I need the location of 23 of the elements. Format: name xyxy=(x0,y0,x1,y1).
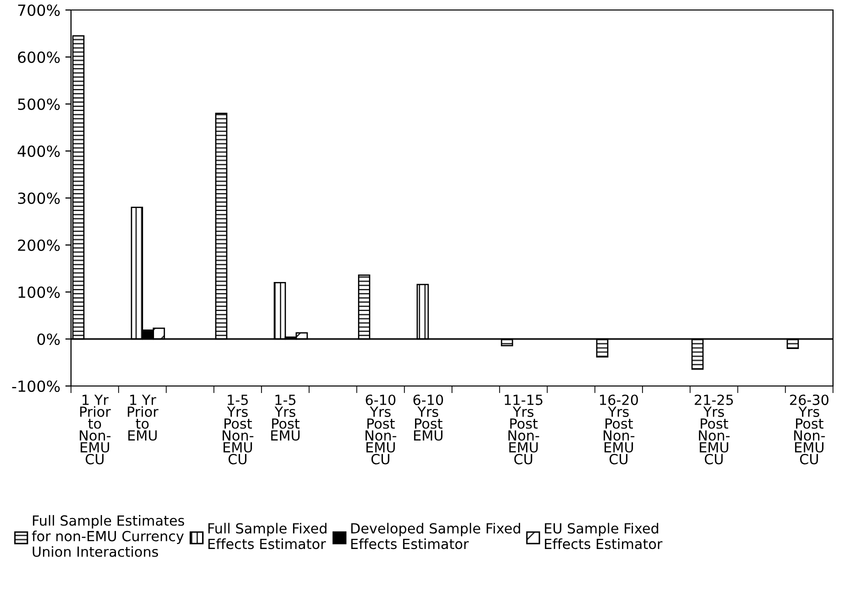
y-tick-label: 600% xyxy=(18,51,60,64)
legend-label: Full Sample Estimates for non-EMU Currency Union Interactions xyxy=(32,515,184,557)
y-tick-label: 700% xyxy=(18,4,60,16)
x-tick-label: 1 Yr Prior to Non- EMU CU xyxy=(80,394,111,464)
x-tick-label: 16-20 Yrs Post Non- EMU CU xyxy=(600,394,638,464)
y-tick-label: 0% xyxy=(37,333,60,346)
legend-label: Full Sample Fixed Effects Estimator xyxy=(208,522,326,550)
x-tick-label: 6-10 Yrs Post Non- EMU CU xyxy=(366,394,396,464)
y-tick-label: 200% xyxy=(18,239,60,252)
x-tick-label: 26-30 Yrs Post Non- EMU CU xyxy=(790,394,828,464)
x-tick-label: 11-15 Yrs Post Non- EMU CU xyxy=(504,394,542,464)
legend-label: EU Sample Fixed Effects Estimator xyxy=(544,522,662,550)
x-tick-label: 6-10 Yrs Post EMU xyxy=(413,394,444,441)
legend-label: Developed Sample Fixed Effects Estimator xyxy=(351,522,520,550)
y-tick-label: 500% xyxy=(18,98,60,110)
x-tick-label: 1-5 Yrs Post Non- EMU CU xyxy=(222,394,254,464)
y-tick-label: 300% xyxy=(18,192,60,204)
y-tick-label: -100% xyxy=(12,380,60,392)
x-tick-label: 21-25 Yrs Post Non- EMU CU xyxy=(694,394,733,464)
x-tick-label: 1-5 Yrs Post EMU xyxy=(271,394,300,441)
x-tick-label: 1 Yr Prior to EMU xyxy=(128,394,158,441)
y-tick-label: 100% xyxy=(18,286,60,298)
y-tick-label: 400% xyxy=(18,145,60,158)
